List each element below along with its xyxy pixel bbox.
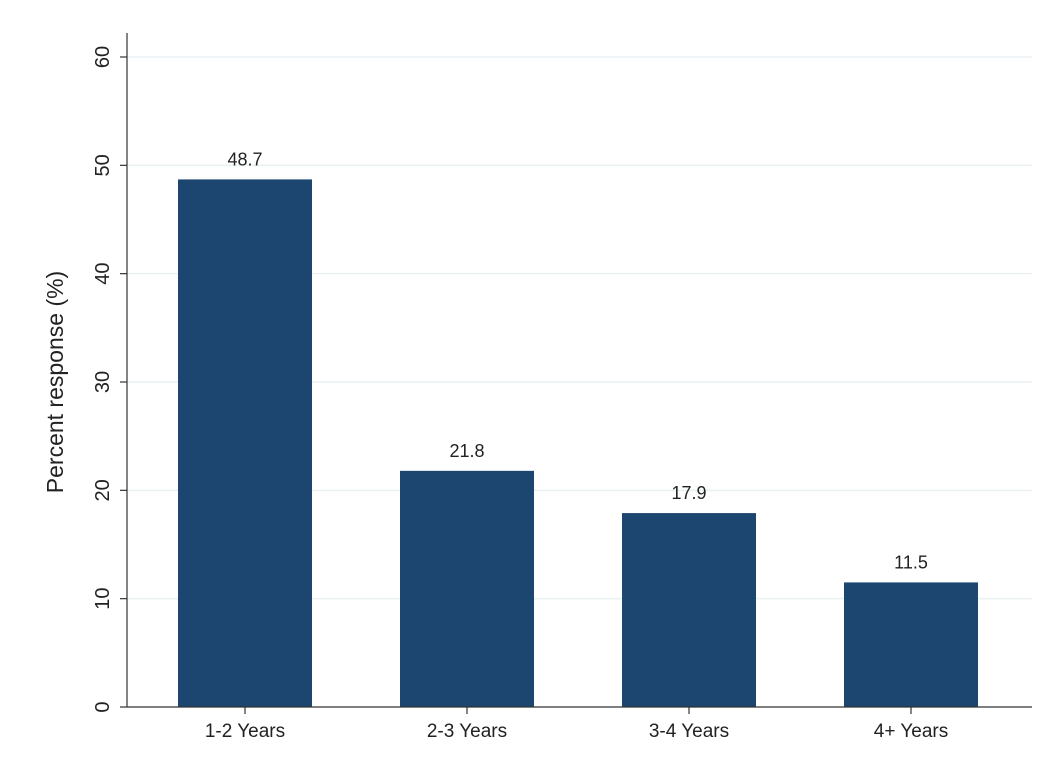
y-tick-label: 60 xyxy=(92,46,114,68)
y-axis-title: Percent response (%) xyxy=(42,271,68,493)
bar xyxy=(178,179,312,707)
bar xyxy=(400,470,534,707)
y-tick-label: 0 xyxy=(92,701,114,712)
x-axis-ticks: 1-2 Years 2-3 Years 3-4 Years 4+ Years xyxy=(205,707,948,742)
x-tick-label: 1-2 Years xyxy=(205,721,285,742)
data-labels: 48.7 21.8 17.9 11.5 xyxy=(227,149,927,572)
data-label: 11.5 xyxy=(894,552,928,572)
bar xyxy=(844,582,978,707)
y-tick-label: 30 xyxy=(92,371,114,393)
y-tick-label: 10 xyxy=(92,588,114,610)
data-label: 17.9 xyxy=(671,483,706,503)
bar xyxy=(622,513,756,707)
y-tick-label: 40 xyxy=(92,263,114,285)
y-axis-ticks: 0 10 20 30 40 50 60 xyxy=(92,46,127,713)
x-tick-label: 4+ Years xyxy=(874,721,949,742)
bars xyxy=(178,179,978,707)
y-tick-label: 20 xyxy=(92,479,114,501)
axes xyxy=(126,33,1032,708)
x-tick-label: 3-4 Years xyxy=(649,721,729,742)
data-label: 48.7 xyxy=(227,149,262,169)
data-label: 21.8 xyxy=(449,441,484,461)
x-tick-label: 2-3 Years xyxy=(427,721,507,742)
y-tick-label: 50 xyxy=(92,154,114,176)
